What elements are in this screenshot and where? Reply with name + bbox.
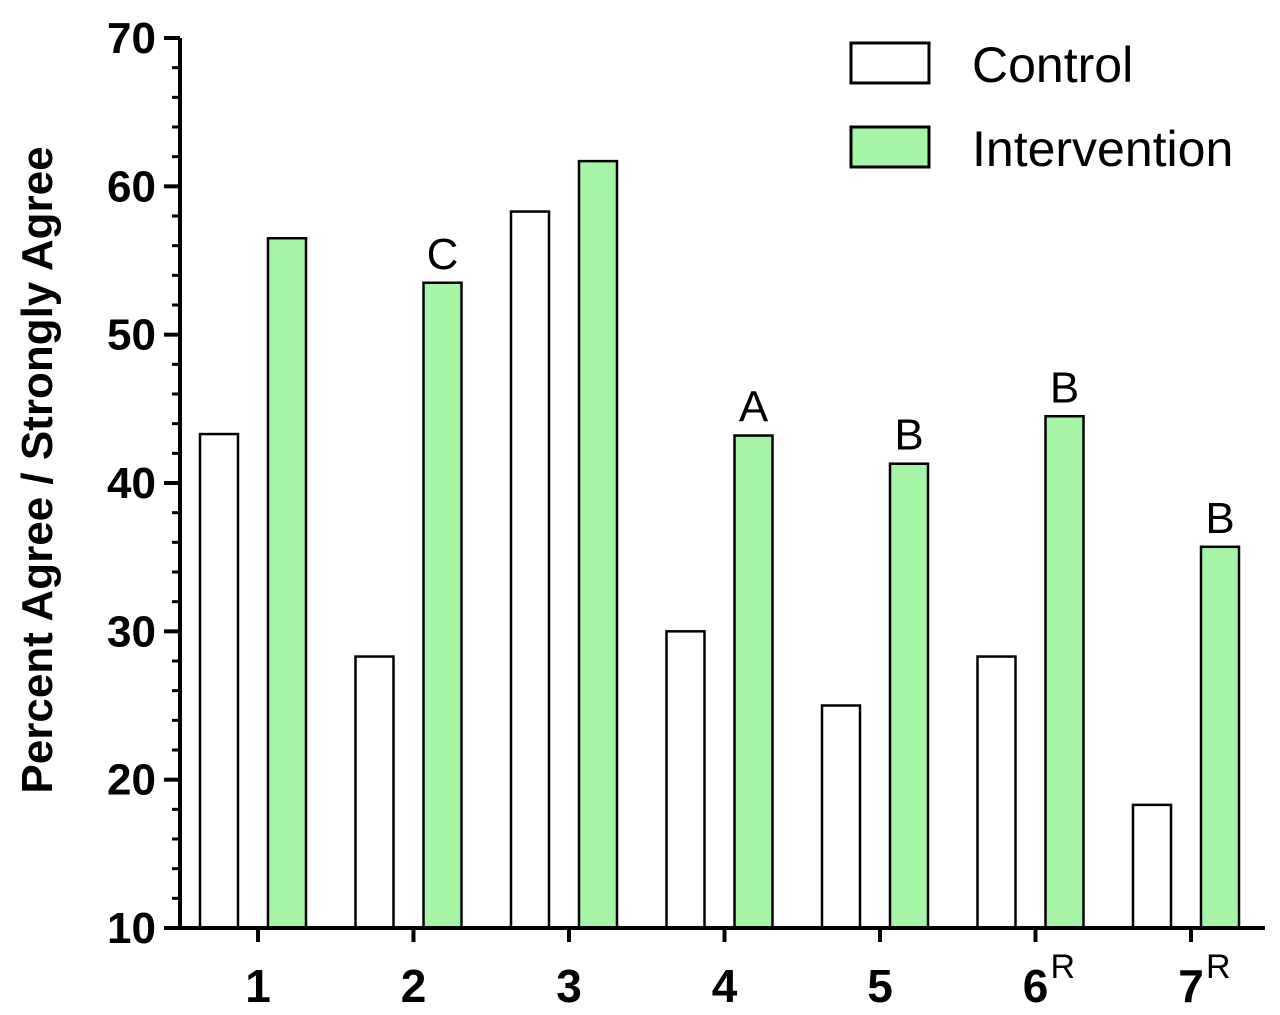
bar-intervention-5 — [888, 462, 930, 930]
y-tick-label-50: 50 — [107, 311, 156, 360]
significance-label-5: B — [894, 411, 923, 460]
x-tick-label-sup-7: R — [1206, 948, 1231, 986]
bar-control-6 — [976, 655, 1017, 930]
bar-intervention-1 — [266, 237, 308, 930]
legend-label-intervention: Intervention — [972, 121, 1233, 177]
legend-swatch-control — [849, 41, 931, 85]
y-tick-label-30: 30 — [107, 607, 156, 656]
legend-label-control: Control — [972, 37, 1133, 93]
x-tick-label-2: 2 — [401, 960, 427, 1012]
significance-label-7: B — [1205, 494, 1234, 543]
y-tick-label-10: 10 — [107, 904, 156, 953]
legend-swatch-intervention — [849, 125, 931, 169]
y-tick-label-60: 60 — [107, 162, 156, 211]
significance-label-6: B — [1050, 363, 1079, 412]
bar-control-1 — [198, 432, 240, 930]
x-tick-label-1: 1 — [245, 960, 271, 1012]
bar-intervention-3 — [577, 159, 619, 930]
bar-control-2 — [354, 655, 395, 930]
bar-intervention-4 — [733, 434, 774, 930]
y-tick-label-20: 20 — [107, 756, 156, 805]
bar-control-4 — [665, 630, 706, 930]
significance-label-2: C — [427, 230, 459, 279]
x-tick-label-sup-6: R — [1051, 948, 1076, 986]
x-tick-label-3: 3 — [556, 960, 582, 1012]
bar-control-7 — [1131, 803, 1173, 930]
y-axis-title: Percent Agree / Strongly Agree — [13, 146, 62, 793]
legend: Control Intervention — [849, 37, 1233, 177]
x-tick-label-5: 5 — [867, 960, 893, 1012]
y-tick-label-70: 70 — [107, 14, 156, 63]
x-tick-label-4: 4 — [712, 960, 738, 1012]
bar-intervention-6 — [1044, 415, 1085, 930]
significance-label-4: A — [739, 383, 769, 432]
x-tick-label-6: 6 — [1023, 960, 1049, 1012]
annotations-group: C A B B B — [427, 230, 1235, 543]
bar-intervention-7 — [1199, 545, 1241, 930]
y-tick-label-40: 40 — [107, 459, 156, 508]
x-tick-label-7: 7 — [1178, 960, 1204, 1012]
bar-intervention-2 — [422, 281, 463, 930]
bars-group — [198, 159, 1241, 930]
bar-control-5 — [820, 704, 862, 930]
bar-control-3 — [509, 210, 551, 930]
